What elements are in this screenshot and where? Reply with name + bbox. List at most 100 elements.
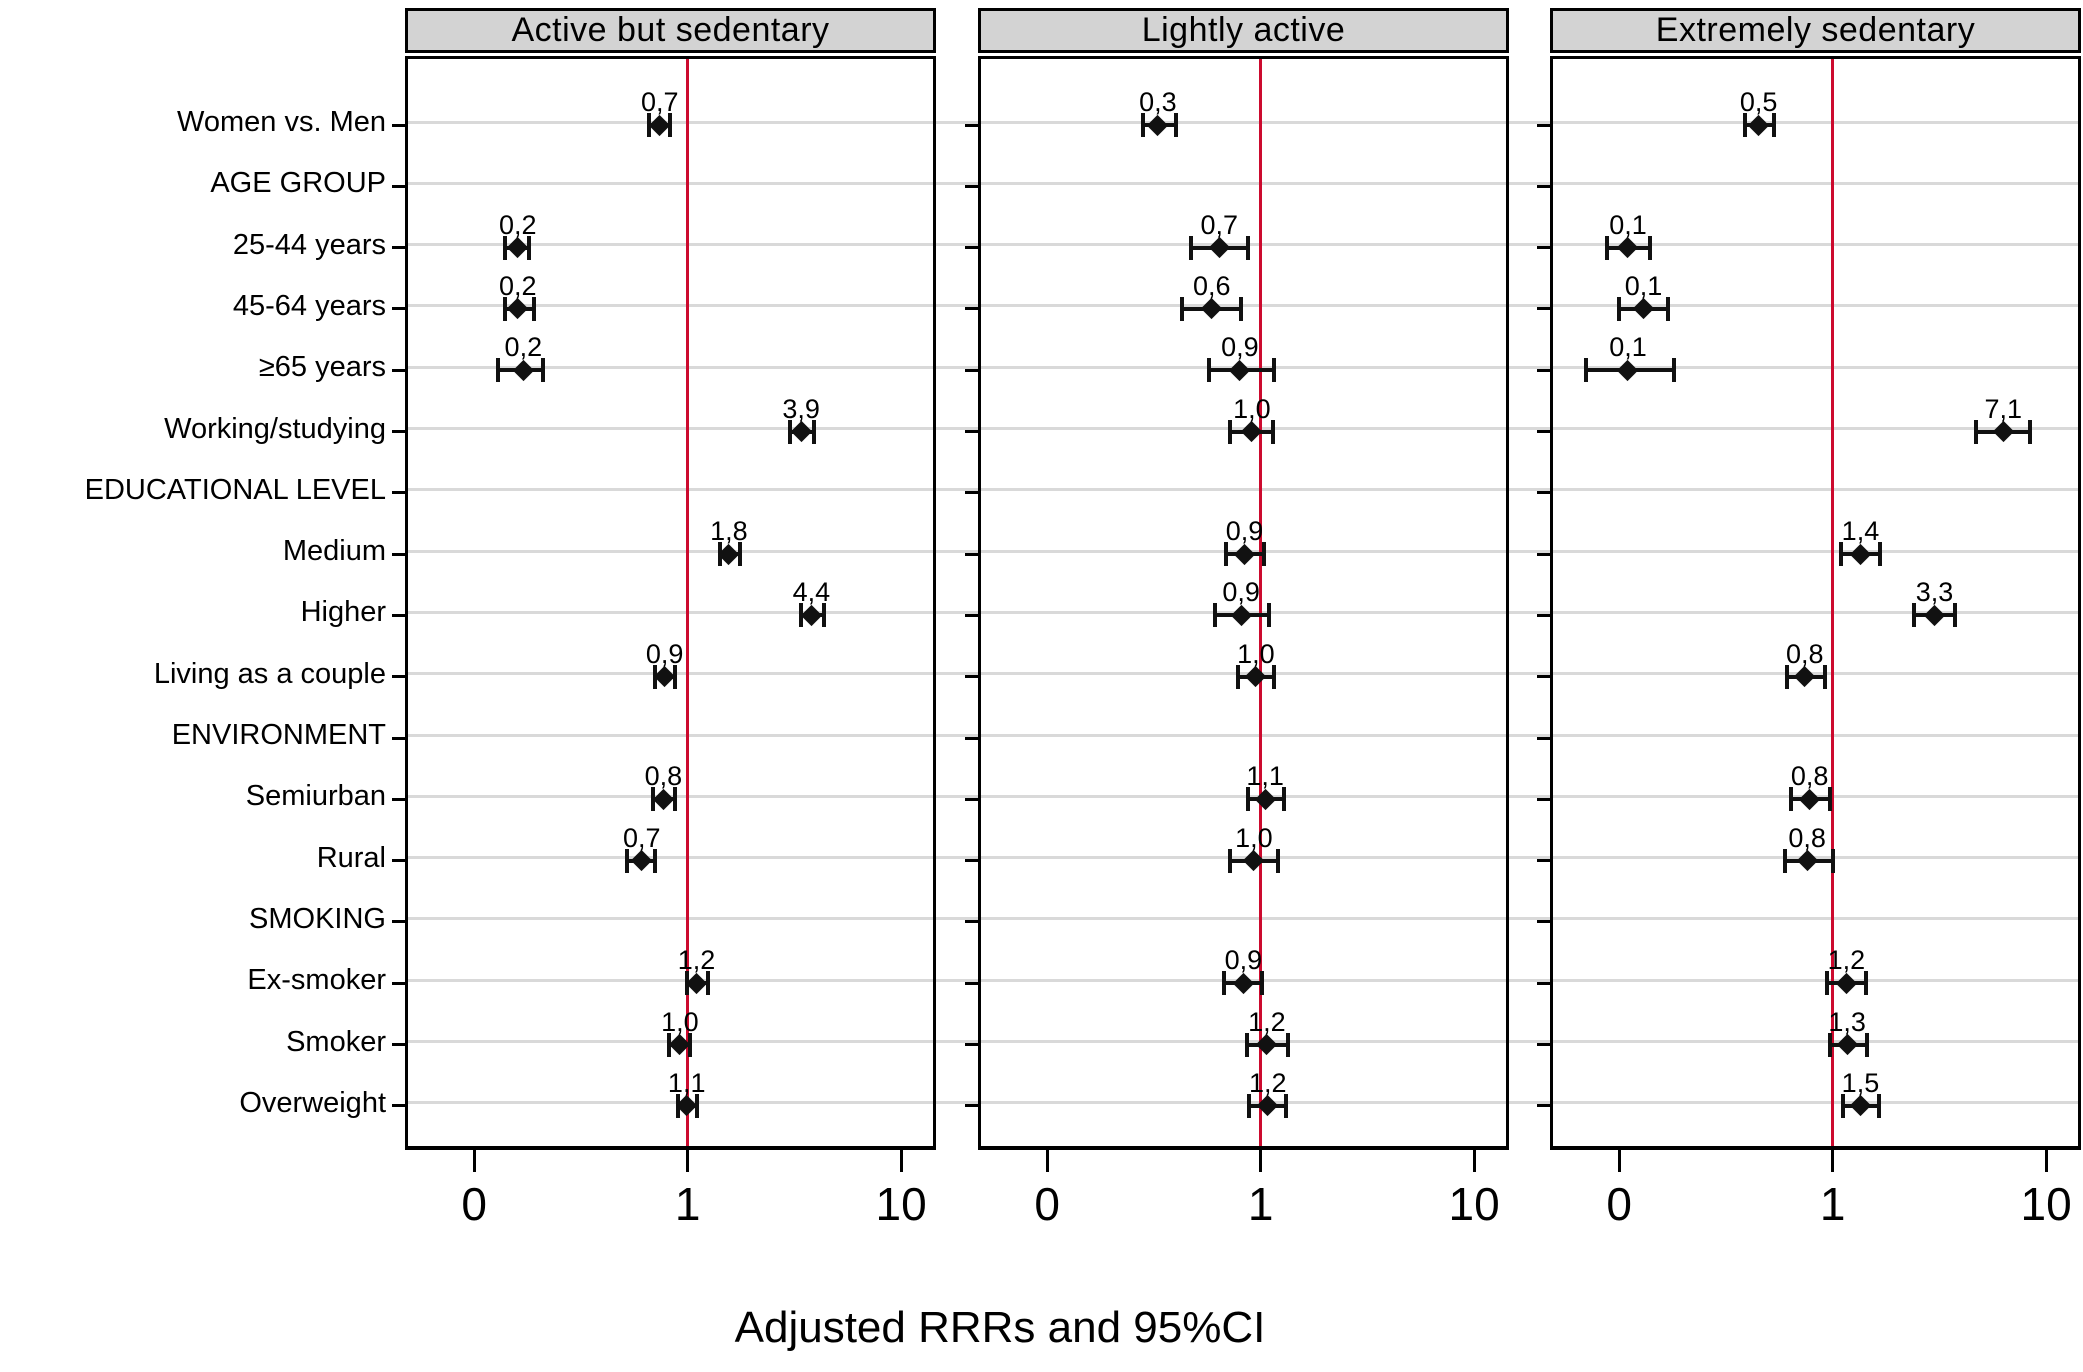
y-tick	[965, 552, 979, 556]
ci-cap-high	[1260, 971, 1265, 996]
ci-cap-high	[1830, 848, 1835, 873]
ci-cap-high	[1284, 1093, 1289, 1118]
point-value-label: 1,5	[1841, 1067, 1880, 1098]
x-axis-tick	[1831, 1150, 1835, 1172]
x-axis-tick	[1617, 1150, 1621, 1172]
x-axis-tick-label: 10	[2020, 1178, 2072, 1230]
y-tick	[392, 430, 406, 433]
point-value-label: 1,2	[1827, 945, 1866, 976]
y-tick	[1537, 920, 1551, 924]
ci-cap-high	[1953, 603, 1958, 628]
y-tick	[1537, 552, 1551, 556]
point-value-label: 0,9	[1225, 516, 1264, 547]
x-axis-tick	[472, 1150, 476, 1172]
row-label: Living as a couple	[153, 657, 386, 690]
panel-2: Lightly active 0,3 0,7 0,6 0,9 1,0 0,9 0,9 1,0 1,…	[965, 8, 1509, 1260]
point-value-label: 1,3	[1828, 1006, 1866, 1037]
ci-cap-low	[787, 419, 792, 444]
y-tick	[1537, 736, 1551, 740]
x-axis-tick-label: 1	[674, 1178, 701, 1230]
ci-cap-low	[1244, 1032, 1249, 1057]
ci-cap-high	[1239, 296, 1244, 321]
diamond-marker	[1923, 604, 1946, 626]
point-value-label: 0,5	[1739, 87, 1778, 117]
y-tick	[392, 368, 406, 372]
point-value-label: 0,2	[498, 270, 537, 301]
ci-cap-high	[1270, 419, 1275, 444]
ci-cap-low	[1221, 971, 1226, 996]
grid-line	[405, 120, 2081, 124]
grid-line	[405, 243, 2081, 247]
point-value-label: 1,0	[661, 1006, 699, 1037]
row-label: Higher	[300, 596, 386, 629]
diamond-marker	[1617, 236, 1639, 259]
diamond-marker	[1229, 359, 1251, 381]
ci-cap-high	[1827, 787, 1832, 812]
y-tick	[965, 859, 979, 863]
diamond-marker	[1796, 849, 1818, 872]
y-tick	[965, 123, 979, 127]
ci-cap-high	[1671, 358, 1676, 383]
row-label-column: Women vs. Men AGE GROUP 25-44 years 45-64 y…	[0, 56, 390, 1150]
panel-3: Extremely sedentary 0,5 0,1 0,1 0,1 7,1 1,4 3,3…	[1537, 8, 2081, 1260]
ci-cap-high	[668, 113, 673, 137]
point-value-label: 3,9	[782, 393, 820, 424]
ci-cap-low	[1605, 235, 1610, 260]
ci-cap-high	[2027, 419, 2032, 444]
diamond-marker	[1254, 788, 1276, 810]
diamond-marker	[1836, 1033, 1858, 1056]
y-tick	[392, 981, 406, 985]
x-axis-tick	[1259, 1150, 1263, 1172]
x-axis-tick	[2044, 1150, 2048, 1172]
diamond-marker	[649, 114, 671, 136]
grid-line	[405, 856, 2081, 860]
ci-cap-low	[647, 113, 652, 137]
point-value-label: 0,6	[1192, 270, 1231, 301]
ci-cap-high	[1878, 542, 1883, 567]
y-tick	[965, 675, 979, 679]
plot-area: 0,3 0,7 0,6 0,9 1,0 0,9 0,9 1,0 1,1 1,0 0,9 1,2 1,2	[965, 56, 1509, 1150]
row-label: AGE GROUP	[210, 167, 386, 200]
y-tick	[392, 613, 406, 617]
y-tick	[392, 736, 406, 740]
x-axis-title: Adjusted RRRs and 95%CI	[734, 1303, 1266, 1352]
y-tick	[965, 797, 979, 801]
y-tick	[392, 184, 406, 188]
ci-cap-high	[821, 603, 826, 628]
point-value-label: 0,2	[498, 209, 537, 240]
y-tick	[392, 675, 406, 679]
diamond-marker	[1245, 666, 1267, 688]
diamond-marker	[1232, 972, 1254, 994]
ci-cap-high	[1771, 113, 1776, 137]
point-value-label: 0,1	[1609, 209, 1647, 240]
grid-line	[405, 672, 2081, 676]
x-axis-tick-label: 1	[1247, 1178, 1274, 1230]
diamond-marker	[1233, 543, 1256, 565]
x-axis-tick-label: 10	[875, 1178, 927, 1230]
diamond-marker	[512, 359, 534, 381]
ci-cap-high	[672, 787, 677, 812]
ci-cap-low	[1584, 358, 1589, 383]
ci-cap-high	[531, 296, 536, 321]
point-value-label: 1,1	[1246, 761, 1284, 792]
panel-1: Active but sedentary 0,7 0,2 0,2 0,2 3,9 1,8 4,…	[392, 8, 936, 1260]
y-tick	[1537, 491, 1551, 495]
diamond-marker	[652, 788, 675, 810]
point-value-label: 1,2	[1248, 1006, 1286, 1037]
row-label: 45-64 years	[232, 289, 386, 322]
ci-cap-high	[1864, 971, 1869, 996]
ci-cap-high	[1272, 664, 1277, 689]
point-value-label: 1,2	[1248, 1067, 1287, 1098]
row-label: Working/studying	[164, 412, 386, 445]
x-axis-tick	[899, 1150, 903, 1172]
ci-cap-high	[1282, 787, 1287, 812]
ci-cap-high	[1865, 1032, 1870, 1057]
ci-cap-low	[1974, 419, 1979, 444]
point-value-label: 1,0	[1237, 638, 1275, 669]
ci-cap-high	[1286, 1032, 1291, 1057]
y-tick	[1537, 246, 1551, 250]
diamond-marker	[1849, 1095, 1872, 1117]
ci-cap-high	[1666, 296, 1671, 321]
ci-cap-high	[1272, 358, 1277, 383]
y-tick	[392, 307, 406, 311]
